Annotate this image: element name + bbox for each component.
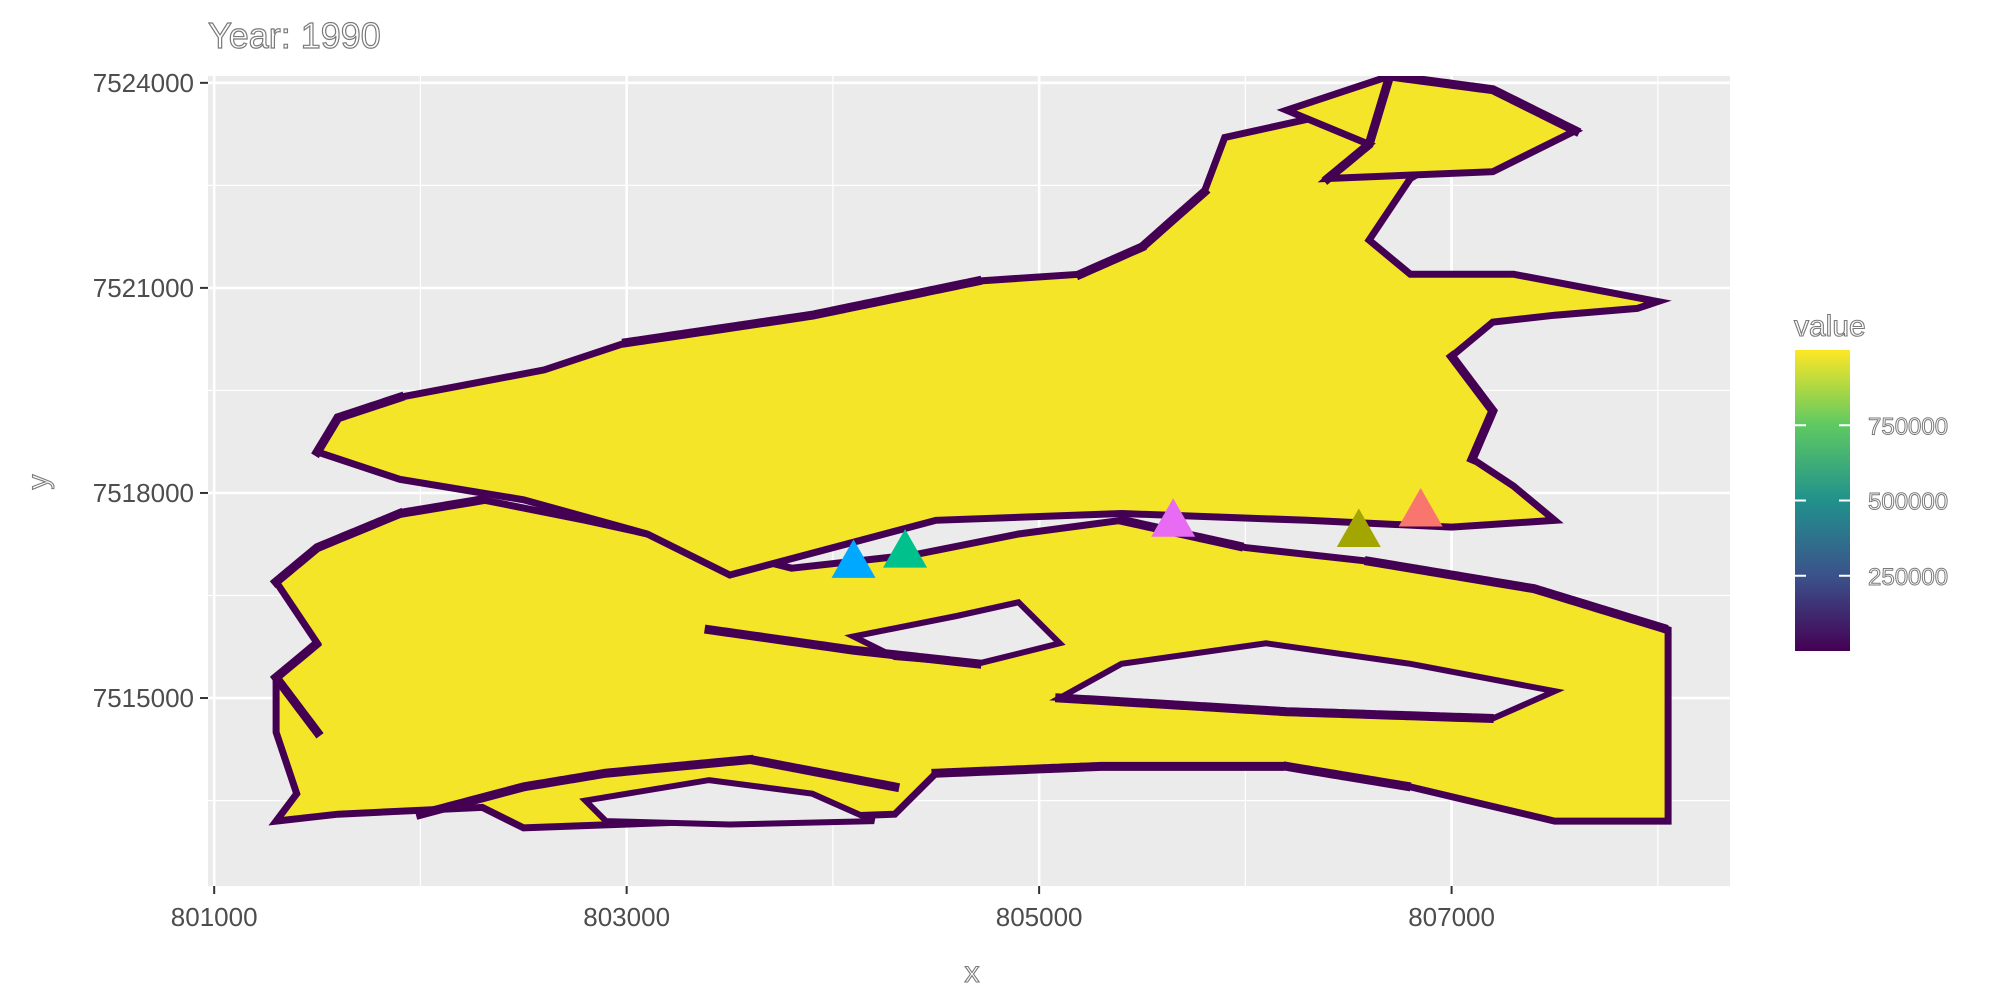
x-tick-label: 805000 [996,902,1083,932]
raster-low-value-fringe [621,275,983,348]
legend-tick-label: 500000 [1868,489,1948,516]
point-marker [883,529,928,568]
raster-low-value-fringe [414,754,901,820]
y-tick-label: 7524000 [93,68,194,98]
raster-low-value-fringe [269,494,488,589]
raster-low-value-fringe [1363,556,1674,636]
points-layer [831,488,1443,578]
y-axis-title: y [22,475,55,490]
point-marker [1398,488,1443,527]
legend-tick-label: 250000 [1868,564,1948,591]
point-marker [1336,508,1381,548]
x-axis-title: x [965,956,980,989]
raster-low-value-fringe [931,761,1416,793]
x-tick-label: 801000 [171,902,258,932]
x-axis: 801000 803000 805000 807000 [171,886,1495,932]
x-tick-label: 803000 [583,902,670,932]
y-axis: 7515000 7518000 7521000 7524000 [93,68,208,713]
raster-low-value-fringe [1074,185,1211,281]
raster-low-value-fringe [1445,349,1498,465]
raster-low-value-fringe [1321,76,1582,185]
legend: value 250000 500000 750000 [1793,309,1949,651]
y-tick-label: 7518000 [93,478,194,508]
plot-title: Year: 1990 [208,15,381,56]
raster-low-value-fringe [704,624,983,669]
raster-low-value-fringe [1054,693,1498,724]
raster-gap [579,777,876,828]
legend-ticks: 250000 500000 750000 [1795,413,1949,591]
raster-layer [268,76,1674,832]
y-tick-label: 7521000 [93,273,194,303]
legend-tick-label: 750000 [1868,413,1948,440]
point-marker [831,539,876,578]
point-marker [1151,498,1196,537]
legend-title: value [1794,310,1866,343]
x-tick-label: 807000 [1408,902,1495,932]
raster-low-value-fringe [311,391,406,459]
y-tick-label: 7515000 [93,683,194,713]
raster-low-value-fringe [269,636,324,739]
